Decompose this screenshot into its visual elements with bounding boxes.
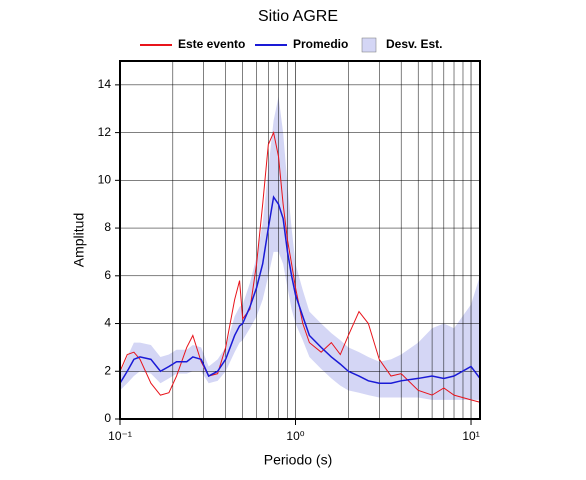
x-axis-label: Periodo (s) <box>264 452 332 468</box>
series-line <box>119 130 481 403</box>
x-tick-label: 10⁰ <box>286 429 304 443</box>
y-tick-label: 10 <box>98 173 112 187</box>
y-axis-label: Amplitud <box>71 213 87 267</box>
y-tick-label: 2 <box>104 363 111 377</box>
plot-frame <box>119 60 481 420</box>
legend-label: Este evento <box>178 37 245 51</box>
y-tick-label: 6 <box>104 268 111 282</box>
legend-label: Desv. Est. <box>386 37 442 51</box>
y-tick-label: 12 <box>98 125 112 139</box>
std-band <box>120 96 480 400</box>
series-line <box>119 195 481 384</box>
chart-title: Sitio AGRE <box>258 8 338 25</box>
y-tick-label: 4 <box>104 316 111 330</box>
x-tick-label: 10¹ <box>462 429 479 443</box>
y-tick-label: 14 <box>98 77 112 91</box>
legend-swatch <box>361 37 377 53</box>
legend-label: Promedio <box>293 37 348 51</box>
y-tick-label: 8 <box>104 220 111 234</box>
x-tick-label: 10⁻¹ <box>108 429 132 443</box>
y-tick-label: 0 <box>104 411 111 425</box>
